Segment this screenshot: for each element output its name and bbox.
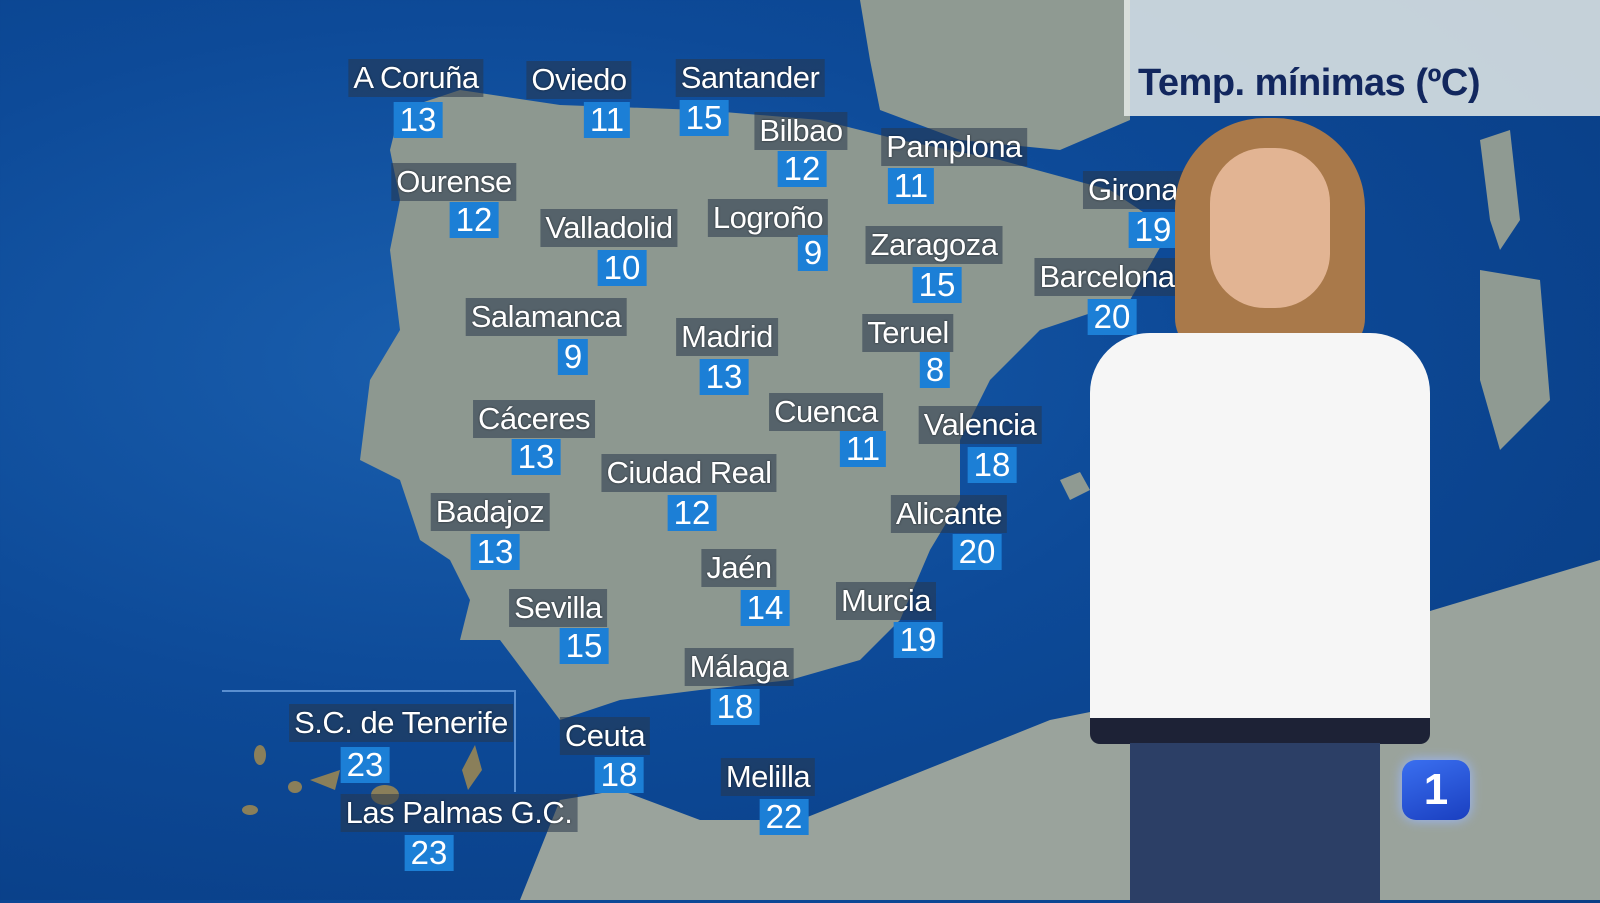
city-label: Sevilla — [509, 589, 607, 627]
city-label: Barcelona — [1034, 258, 1180, 296]
city-label: Murcia — [835, 582, 937, 620]
min-temperature: 9 — [557, 339, 589, 375]
presenter-face — [1210, 148, 1330, 308]
city-name: Santander — [675, 59, 825, 97]
city-label: Valencia — [918, 406, 1042, 444]
tve1-logo: 1 — [1402, 760, 1470, 820]
city-name: Pamplona — [881, 128, 1027, 166]
min-temperature: 12 — [449, 202, 499, 238]
city-name: Ourense — [391, 163, 517, 201]
min-temperature: 18 — [967, 447, 1017, 483]
city-label: Zaragoza — [865, 226, 1003, 264]
min-temperature: 22 — [759, 799, 809, 835]
city-name: Salamanca — [465, 298, 627, 336]
city-label: Cáceres — [473, 400, 595, 438]
balearic-islands — [1060, 472, 1090, 500]
min-temperature: 11 — [839, 431, 887, 467]
min-temperature: 8 — [919, 352, 951, 388]
city-name: Cáceres — [473, 400, 595, 438]
min-temperature: 13 — [699, 359, 749, 395]
presenter — [1060, 118, 1450, 903]
city-label: Las Palmas G.C. — [340, 794, 578, 832]
city-name: Badajoz — [430, 493, 550, 531]
city-label: Logroño — [707, 199, 829, 237]
min-temperature: 13 — [393, 102, 443, 138]
min-temperature: 20 — [1087, 299, 1137, 335]
city-name: Bilbao — [754, 112, 848, 150]
city-name: Melilla — [720, 758, 816, 796]
min-temperature: 15 — [679, 100, 729, 136]
city-label: Madrid — [676, 318, 778, 356]
min-temperature: 15 — [559, 628, 609, 664]
city-label: Ciudad Real — [601, 454, 777, 492]
presenter-shirt — [1090, 333, 1430, 744]
map-title: Temp. mínimas (ºC) — [1138, 62, 1481, 104]
city-label: Cuenca — [769, 393, 883, 431]
min-temperature: 23 — [340, 747, 390, 783]
city-name: Barcelona — [1034, 258, 1180, 296]
city-name: Alicante — [890, 495, 1008, 533]
city-name: A Coruña — [348, 59, 484, 97]
city-name: Valencia — [918, 406, 1042, 444]
city-name: Murcia — [835, 582, 937, 620]
city-label: Ceuta — [559, 717, 651, 755]
city-name: Ceuta — [559, 717, 651, 755]
city-name: Oviedo — [526, 61, 632, 99]
min-temperature: 19 — [1128, 212, 1178, 248]
min-temperature: 12 — [667, 495, 717, 531]
city-name: S.C. de Tenerife — [289, 704, 513, 742]
city-label: Jaén — [701, 549, 777, 587]
city-label: Pamplona — [881, 128, 1027, 166]
min-temperature: 10 — [597, 250, 647, 286]
city-name: Málaga — [684, 648, 794, 686]
city-name: Madrid — [676, 318, 778, 356]
min-temperature: 11 — [583, 102, 631, 138]
min-temperature: 18 — [594, 757, 644, 793]
min-temperature: 11 — [887, 168, 935, 204]
city-name: Las Palmas G.C. — [340, 794, 578, 832]
city-label: Ourense — [391, 163, 517, 201]
min-temperature: 15 — [912, 267, 962, 303]
min-temperature: 23 — [404, 835, 454, 871]
city-name: Ciudad Real — [601, 454, 777, 492]
min-temperature: 9 — [797, 235, 829, 271]
city-label: Bilbao — [754, 112, 848, 150]
city-name: Teruel — [862, 314, 954, 352]
min-temperature: 14 — [740, 590, 790, 626]
city-label: Santander — [675, 59, 825, 97]
city-name: Jaén — [701, 549, 777, 587]
city-label: Melilla — [720, 758, 816, 796]
city-label: Valladolid — [540, 209, 678, 247]
presenter-jeans — [1130, 743, 1380, 903]
city-label: Girona — [1082, 171, 1184, 209]
city-label: S.C. de Tenerife — [289, 704, 513, 742]
city-name: Girona — [1082, 171, 1184, 209]
min-temperature: 20 — [952, 534, 1002, 570]
title-panel — [1124, 0, 1600, 116]
city-label: Badajoz — [430, 493, 550, 531]
min-temperature: 12 — [777, 151, 827, 187]
canary-islands-inset-frame — [222, 690, 516, 792]
city-name: Valladolid — [540, 209, 678, 247]
min-temperature: 13 — [470, 534, 520, 570]
city-label: Oviedo — [526, 61, 632, 99]
min-temperature: 18 — [710, 689, 760, 725]
france-landmass — [860, 0, 1130, 150]
corsica-sardinia — [1480, 130, 1550, 450]
city-name: Zaragoza — [865, 226, 1003, 264]
city-label: Salamanca — [465, 298, 627, 336]
city-name: Sevilla — [509, 589, 607, 627]
city-name: Logroño — [707, 199, 829, 237]
min-temperature: 19 — [893, 622, 943, 658]
min-temperature: 13 — [511, 439, 561, 475]
city-label: Alicante — [890, 495, 1008, 533]
city-label: A Coruña — [348, 59, 484, 97]
city-label: Málaga — [684, 648, 794, 686]
city-name: Cuenca — [769, 393, 883, 431]
city-label: Teruel — [862, 314, 954, 352]
